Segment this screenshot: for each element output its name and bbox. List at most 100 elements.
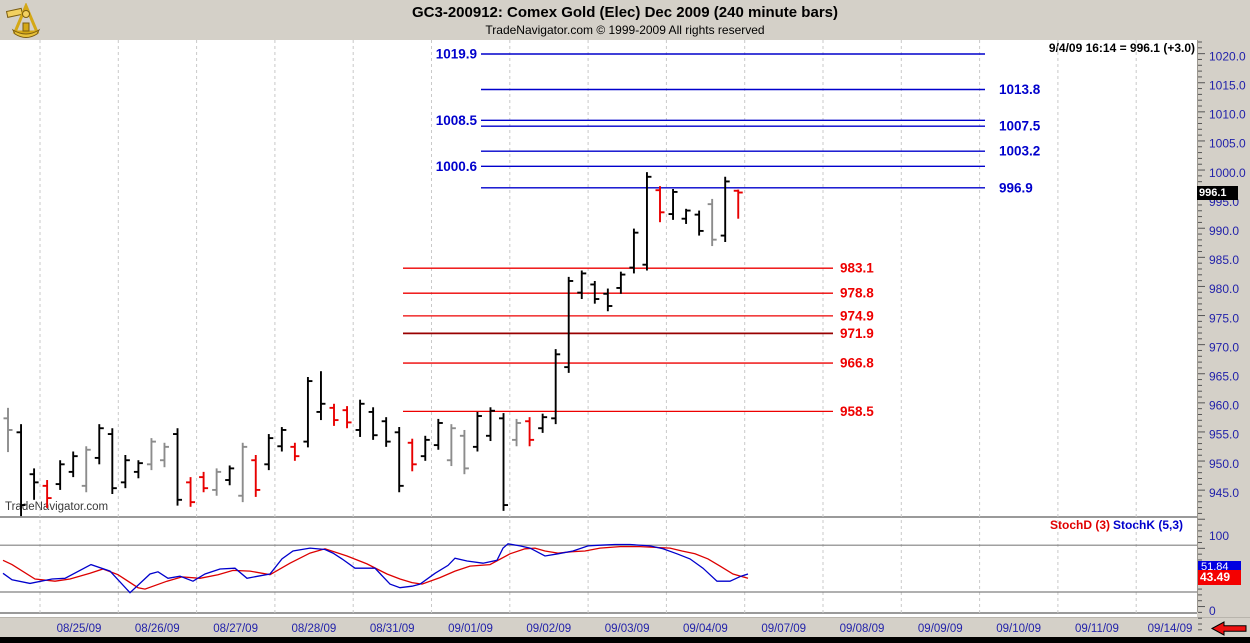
price-bar xyxy=(68,451,78,478)
price-bar xyxy=(446,424,456,467)
resistance-level-label: 1007.5 xyxy=(999,119,1041,134)
date-label: 09/10/09 xyxy=(996,623,1041,635)
price-bar xyxy=(94,424,104,465)
date-label: 09/02/09 xyxy=(526,623,571,635)
price-bar xyxy=(316,371,326,421)
date-label: 08/26/09 xyxy=(135,623,180,635)
price-bar xyxy=(303,377,313,448)
support-level-label: 966.8 xyxy=(840,356,874,371)
stochk-legend-label[interactable]: StochK (5,3) xyxy=(1112,518,1183,532)
support-level-label: 958.5 xyxy=(840,404,874,419)
support-level-label: 974.9 xyxy=(840,308,874,323)
date-label: 09/11/09 xyxy=(1075,623,1119,635)
date-axis-band xyxy=(0,617,1250,638)
stochd-value-box: 43.49 xyxy=(1198,570,1241,585)
price-bar xyxy=(238,442,248,503)
price-axis-label: 955.0 xyxy=(1209,428,1239,442)
stoch-axis-label-0: 0 xyxy=(1209,604,1216,618)
date-label: 09/04/09 xyxy=(683,623,728,635)
support-level-label: 978.8 xyxy=(840,286,874,301)
price-bar xyxy=(433,418,443,450)
price-bar xyxy=(186,477,196,507)
price-bar xyxy=(277,427,287,452)
resistance-level-label: 1003.2 xyxy=(999,144,1040,159)
price-axis-label: 1005.0 xyxy=(1209,137,1246,151)
date-label: 09/14/09 xyxy=(1148,623,1193,635)
price-bar xyxy=(420,435,430,461)
price-bar xyxy=(629,228,639,274)
price-bar xyxy=(199,471,209,493)
price-axis-label: 965.0 xyxy=(1209,370,1239,384)
price-axis-label: 1015.0 xyxy=(1209,79,1246,93)
price-bar xyxy=(16,424,26,517)
date-label: 08/28/09 xyxy=(292,623,337,635)
price-bar xyxy=(512,418,522,447)
price-bar xyxy=(499,413,509,511)
stoch-axis-label-100: 100 xyxy=(1209,529,1230,543)
date-label: 08/25/09 xyxy=(57,623,102,635)
price-bar xyxy=(173,428,183,506)
date-label: 08/27/09 xyxy=(213,623,258,635)
price-axis-panel xyxy=(1197,40,1250,612)
resistance-level-label: 1000.6 xyxy=(436,159,478,174)
price-axis-label: 970.0 xyxy=(1209,340,1239,354)
price-axis-label: 1000.0 xyxy=(1209,166,1246,180)
price-bar xyxy=(733,189,743,219)
price-bar xyxy=(368,407,378,440)
price-bar xyxy=(146,438,156,471)
price-bar xyxy=(525,417,535,447)
price-bar xyxy=(159,442,169,468)
price-axis-label: 1010.0 xyxy=(1209,108,1246,122)
price-bar xyxy=(538,413,548,433)
date-label: 08/31/09 xyxy=(370,623,415,635)
last-price-marker: 996.1 xyxy=(1197,186,1238,200)
price-bar xyxy=(342,406,352,429)
last-quote-text: 9/4/09 16:14 = 996.1 (+3.0) xyxy=(1048,41,1195,55)
price-axis-label: 945.0 xyxy=(1209,486,1239,500)
price-bar xyxy=(590,280,600,304)
price-axis-label: 990.0 xyxy=(1209,224,1239,238)
stochk-line xyxy=(2,543,749,594)
resistance-level-label: 996.9 xyxy=(999,180,1033,195)
price-axis-label: 975.0 xyxy=(1209,311,1239,325)
support-level-label: 983.1 xyxy=(840,261,874,276)
price-bar xyxy=(707,198,717,247)
stoch-panel-bottom-border xyxy=(0,612,1197,614)
bottom-scroll-bar xyxy=(0,637,1250,643)
price-bar xyxy=(642,172,652,271)
price-bar xyxy=(290,442,300,461)
price-bar xyxy=(355,399,365,437)
price-bar xyxy=(225,465,235,486)
price-bar xyxy=(551,349,561,425)
price-bar xyxy=(681,208,691,224)
date-label: 09/07/09 xyxy=(761,623,806,635)
price-axis-label: 985.0 xyxy=(1209,253,1239,267)
scroll-left-arrow-icon[interactable] xyxy=(1210,621,1247,636)
price-bar xyxy=(107,428,117,494)
panel-separator xyxy=(0,516,1197,518)
price-bar xyxy=(81,446,91,493)
price-bar xyxy=(264,434,274,471)
price-bar xyxy=(720,176,730,242)
price-axis-label: 1020.0 xyxy=(1209,49,1246,63)
price-bar xyxy=(577,270,587,300)
price-bar xyxy=(329,403,339,426)
price-bar xyxy=(603,288,613,312)
stochd-legend-label[interactable]: StochD (3) xyxy=(1050,518,1110,532)
watermark-text: TradeNavigator.com xyxy=(5,501,109,513)
price-bar xyxy=(616,271,626,294)
price-bar xyxy=(459,429,469,475)
price-bar xyxy=(472,411,482,452)
price-bar xyxy=(381,417,391,447)
resistance-level-label: 1013.8 xyxy=(999,82,1041,97)
price-bar xyxy=(55,460,65,490)
price-bar xyxy=(3,407,13,453)
price-bar xyxy=(251,454,261,497)
price-bar xyxy=(133,460,143,479)
support-level-label: 971.9 xyxy=(840,326,874,341)
resistance-level-label: 1008.5 xyxy=(436,113,478,128)
price-bar xyxy=(485,407,495,442)
price-bar xyxy=(668,189,678,220)
